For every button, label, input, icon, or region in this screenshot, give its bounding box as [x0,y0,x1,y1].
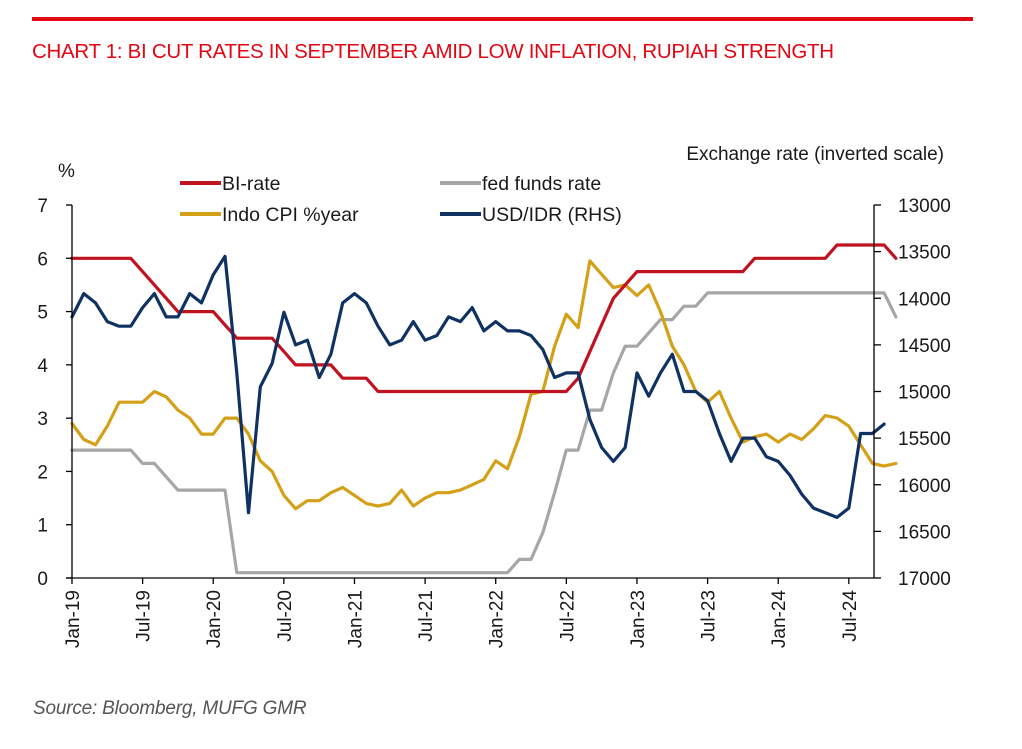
series-line-indo-cpi-year [70,259,898,511]
series-line-fed-funds-rate [70,291,898,575]
legend-label-fed-funds-rate: fed funds rate [482,173,601,195]
right-axis-title: Exchange rate (inverted scale) [686,144,944,165]
left-axis-tick-label: 3 [37,409,48,430]
x-axis-tick-label: Jan-22 [487,590,508,648]
x-axis-tick-label: Jan-24 [769,590,790,649]
source-note: Source: Bloomberg, MUFG GMR [33,698,307,719]
legend: BI-rate fed funds rate Indo CPI %year USD/I… [180,173,622,226]
left-axis-tick-label: 5 [37,303,48,324]
right-axis-tick-label: 15000 [898,383,951,404]
legend-label-usd-idr-rhs: USD/IDR (RHS) [482,204,622,226]
left-axis-tick-label: 1 [37,516,48,537]
x-axis-tick-label: Jul-23 [699,590,720,642]
left-axis-tick-label: 4 [37,356,48,377]
legend-label-bi-rate: BI-rate [222,173,281,195]
right-axis-tick-label: 16500 [898,522,951,543]
right-axis-tick-label: 16000 [898,476,951,497]
axes-layer: 0 1 2 3 4 5 6 7% 13000 13500 14000 14500 15000 15500 1… [37,144,950,648]
legend-label-indo-cpi-year: Indo CPI %year [222,204,359,226]
series-line-bi-rate [70,243,898,394]
x-axis-tick-label: Jan-19 [63,590,84,648]
x-axis-tick-label: Jan-21 [345,590,366,648]
right-axis-tick-label: 14000 [898,289,951,310]
left-axis-tick-label: 2 [37,462,48,483]
right-axis-tick-label: 13000 [898,196,951,217]
x-axis-tick-label: Jan-23 [628,590,649,648]
series-layer [70,243,898,575]
right-axis-tick-label: 15500 [898,429,951,450]
left-axis-tick-label: 0 [37,569,48,590]
x-axis-tick-label: Jul-22 [557,590,578,642]
x-axis-tick-label: Jul-24 [840,590,861,642]
series-line-usd-idr-rhs [70,254,886,520]
right-axis-tick-label: 14500 [898,336,951,357]
header-rule [32,17,973,21]
left-axis-tick-label: 6 [37,249,48,270]
left-axis-unit-label: % [58,161,75,182]
left-axis-tick-label: 7 [37,196,48,217]
right-axis-tick-label: 13500 [898,243,951,264]
x-axis-tick-label: Jul-21 [416,590,437,642]
x-axis-tick-label: Jul-20 [275,590,296,642]
chart-title: CHART 1: BI CUT RATES IN SEPTEMBER AMID … [32,40,834,63]
x-axis-tick-label: Jul-19 [134,590,155,642]
right-axis-tick-label: 17000 [898,569,951,590]
x-axis-tick-label: Jan-20 [204,590,225,648]
